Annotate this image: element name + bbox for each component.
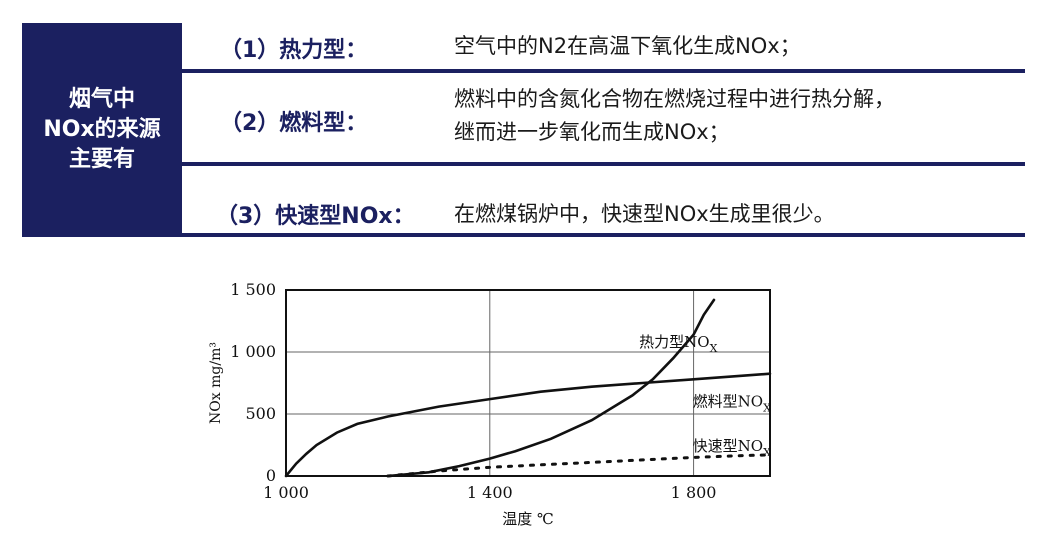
series-line bbox=[386, 298, 716, 478]
row-fuel: （2）燃料型： 燃料中的含氮化合物在燃烧过程中进行热分解， 继而进一步氧化而生成… bbox=[182, 73, 1025, 163]
row-thermal-desc: 空气中的N2在高温下氧化生成NOx； bbox=[454, 30, 801, 63]
divider-1 bbox=[182, 69, 1025, 73]
chart-series bbox=[284, 298, 772, 478]
x-tick-label: 1 000 bbox=[263, 483, 309, 502]
divider-3 bbox=[182, 233, 1025, 237]
row-prompt-desc-line: 在燃煤锅炉中，快速型NOx生成里很少。 bbox=[454, 202, 835, 226]
heading-line-3: 主要有 bbox=[68, 146, 135, 172]
chart-grid bbox=[286, 290, 770, 476]
series-label: 燃料型NOX bbox=[693, 393, 771, 415]
nox-temperature-chart: 1 000 1 400 1 800 0 500 1 000 1 500 热力型NOX 燃料型… bbox=[208, 280, 772, 528]
series-line bbox=[284, 372, 772, 478]
y-tick-labels: 0 500 1 000 1 500 bbox=[230, 280, 276, 485]
row-fuel-label: （2）燃料型： bbox=[220, 111, 368, 136]
row-prompt-desc: 在燃煤锅炉中，快速型NOx生成里很少。 bbox=[454, 198, 835, 231]
heading-line-2: NOx的来源 bbox=[43, 117, 161, 143]
x-axis-label: 温度 ℃ bbox=[502, 510, 554, 528]
y-axis-label: NOx mg/m³ bbox=[208, 342, 224, 424]
series-label: 快速型NOX bbox=[693, 437, 771, 459]
y-tick-label: 500 bbox=[245, 404, 276, 423]
nox-source-heading: 烟气中 NOx的来源 主要有 bbox=[43, 85, 160, 174]
y-tick-label: 1 500 bbox=[230, 280, 276, 299]
row-prompt: （3）快速型NOx： 在燃煤锅炉中，快速型NOx生成里很少。 bbox=[182, 166, 1025, 234]
nox-source-heading-block: 烟气中 NOx的来源 主要有 bbox=[22, 23, 182, 237]
row-fuel-desc-line-1: 燃料中的含氮化合物在燃烧过程中进行热分解， bbox=[454, 87, 895, 111]
y-tick-label: 0 bbox=[266, 466, 276, 485]
row-thermal: （1）热力型： 空气中的N2在高温下氧化生成NOx； bbox=[182, 23, 1025, 71]
row-fuel-desc: 燃料中的含氮化合物在燃烧过程中进行热分解， 继而进一步氧化而生成NOx； bbox=[454, 83, 895, 148]
divider-2 bbox=[182, 162, 1025, 166]
row-thermal-desc-line: 空气中的N2在高温下氧化生成NOx； bbox=[454, 34, 801, 58]
row-fuel-desc-line-2: 继而进一步氧化而生成NOx； bbox=[454, 119, 730, 144]
heading-line-1: 烟气中 bbox=[68, 87, 135, 113]
y-tick-label: 1 000 bbox=[230, 342, 276, 361]
chart-frame bbox=[285, 289, 771, 477]
row-thermal-label: （1）热力型： bbox=[220, 38, 368, 63]
row-prompt-label: （3）快速型NOx： bbox=[216, 204, 415, 229]
series-label: 热力型NOX bbox=[639, 333, 717, 355]
x-tick-label: 1 400 bbox=[467, 483, 513, 502]
x-tick-label: 1 800 bbox=[671, 483, 717, 502]
series-line bbox=[386, 453, 772, 478]
series-labels: 热力型NOX 燃料型NOX 快速型NOX bbox=[639, 333, 771, 459]
x-tick-labels: 1 000 1 400 1 800 bbox=[263, 483, 716, 502]
